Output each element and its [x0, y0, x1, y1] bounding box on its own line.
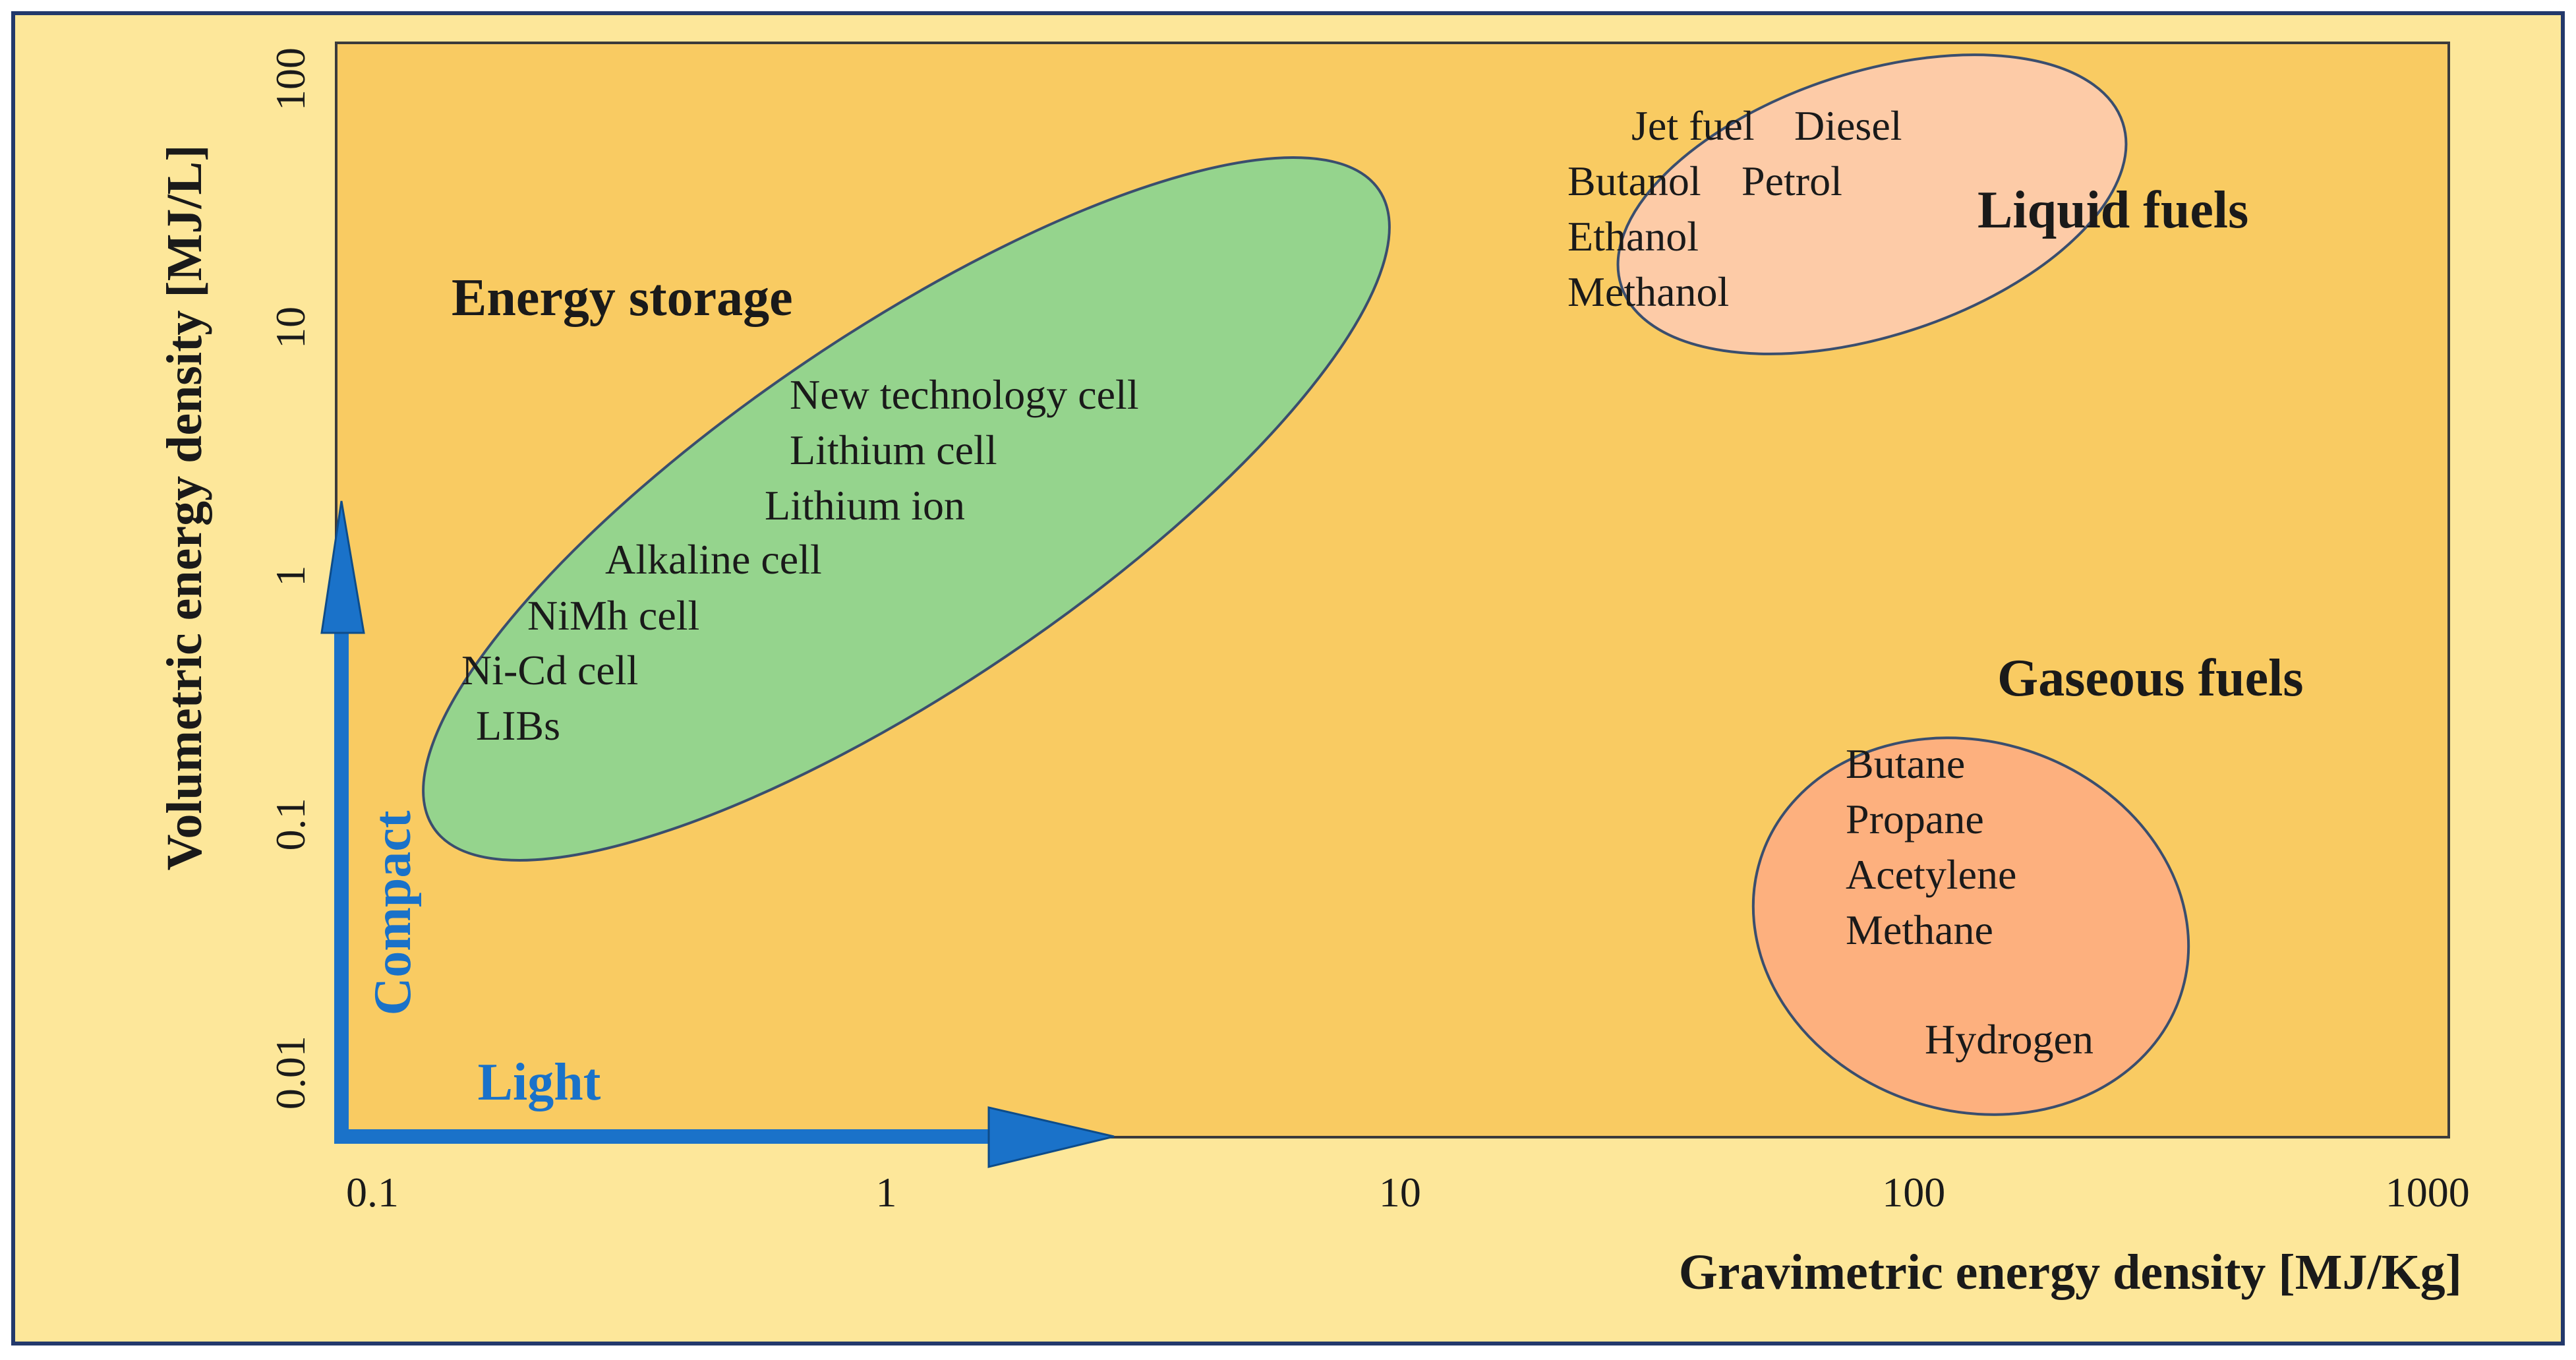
- item-label: Butane: [1846, 740, 1965, 787]
- item-label: Petrol: [1742, 158, 1842, 204]
- group-regions: [422, 53, 2190, 1116]
- light-arrow-shaft: [334, 1129, 993, 1144]
- item-label: Methanol: [1567, 268, 1729, 315]
- compact-arrow-shaft: [334, 633, 349, 1140]
- y-tick-label: 10: [267, 307, 314, 349]
- item-label: LIBs: [476, 702, 560, 749]
- x-tick-label: 1000: [2386, 1169, 2470, 1216]
- y-tick-labels: 0.01 0.1 1 10 100: [267, 47, 314, 1109]
- y-tick-label: 1: [267, 566, 314, 587]
- item-label: Propane: [1846, 796, 1984, 843]
- item-label: Lithium ion: [765, 482, 965, 529]
- group-region-liquid-fuels: [1616, 53, 2128, 355]
- item-label: Alkaline cell: [605, 536, 822, 583]
- compact-arrow-label: Compact: [364, 810, 422, 1015]
- item-label: NiMh cell: [527, 592, 699, 639]
- item-label: Acetylene: [1846, 851, 2016, 898]
- group-region-energy-storage: [422, 156, 1391, 862]
- x-tick-label: 0.1: [346, 1169, 399, 1216]
- y-axis-label: Volumetric energy density [MJ/L]: [157, 144, 212, 870]
- x-tick-label: 10: [1379, 1169, 1421, 1216]
- item-label: Lithium cell: [790, 427, 997, 473]
- item-label: Butanol: [1567, 158, 1701, 204]
- direction-arrows: Compact Light: [320, 500, 1115, 1168]
- item-label: Hydrogen: [1925, 1016, 2093, 1063]
- y-tick-label: 0.1: [267, 798, 314, 850]
- group-title: Liquid fuels: [1977, 181, 2248, 239]
- group-title: Energy storage: [452, 269, 793, 327]
- light-arrow-head: [987, 1106, 1115, 1168]
- light-arrow-label: Light: [478, 1053, 601, 1111]
- x-tick-label: 100: [1882, 1169, 1945, 1216]
- x-tick-labels: 0.1 1 10 100 1000: [346, 1169, 2470, 1216]
- item-label: Diesel: [1794, 102, 1902, 149]
- item-label: Methane: [1846, 906, 1993, 953]
- item-labels: New technology cell Lithium cell Lithium i…: [461, 102, 2093, 1063]
- item-label: Ni-Cd cell: [461, 647, 638, 694]
- y-tick-label: 100: [267, 47, 314, 111]
- item-label: Ethanol: [1567, 213, 1699, 260]
- compact-arrow-head: [320, 500, 365, 634]
- y-tick-label: 0.01: [267, 1036, 314, 1109]
- group-titles: Energy storage Liquid fuels Gaseous fuels: [452, 181, 2304, 707]
- x-tick-label: 1: [875, 1169, 896, 1216]
- group-region-gaseous-fuels: [1751, 736, 2190, 1116]
- x-axis-label: Gravimetric energy density [MJ/Kg]: [1679, 1245, 2462, 1300]
- item-label: New technology cell: [790, 371, 1139, 418]
- group-title: Gaseous fuels: [1997, 649, 2304, 707]
- item-label: Jet fuel: [1631, 102, 1755, 149]
